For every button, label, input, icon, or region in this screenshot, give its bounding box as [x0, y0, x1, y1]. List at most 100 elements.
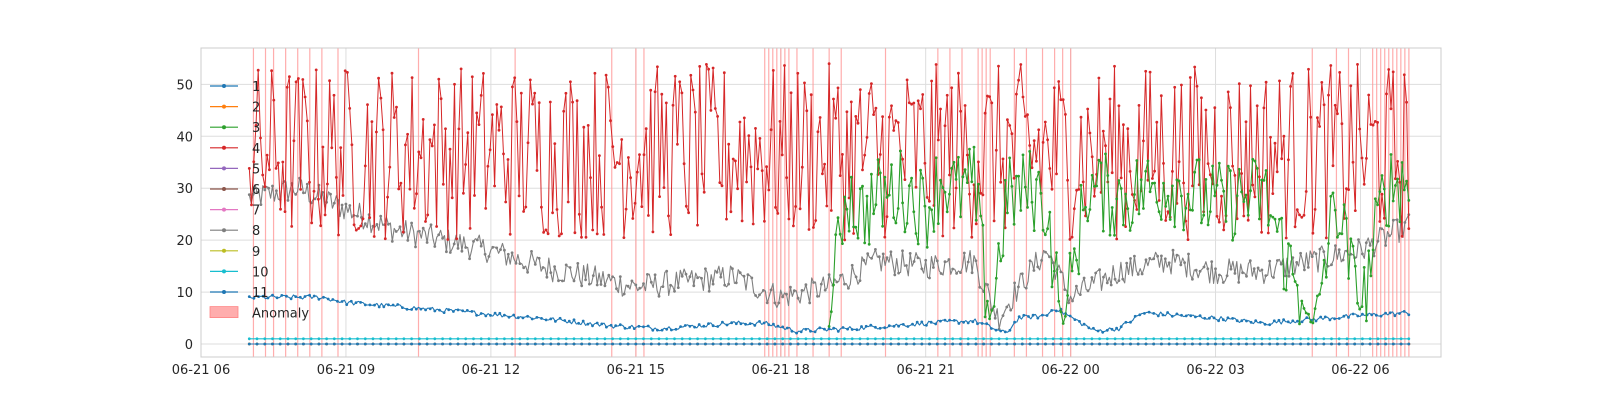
- series-point-10: [332, 337, 336, 341]
- series-point-8: [344, 202, 348, 206]
- series-point-4: [1353, 209, 1357, 213]
- series-point-11: [773, 342, 777, 346]
- anomaly-band: [961, 48, 963, 357]
- legend[interactable]: 1 2 3 4 5 6 7 8 9 10 11 Anomaly: [209, 80, 309, 322]
- series-point-8: [819, 282, 823, 286]
- series-point-8: [700, 276, 703, 280]
- series-point-10: [1098, 337, 1101, 341]
- series-point-10: [1237, 337, 1241, 341]
- series-point-8: [247, 193, 251, 197]
- series-point-1: [285, 294, 288, 298]
- series-point-10: [781, 337, 785, 341]
- legend-item-5[interactable]: 5: [210, 162, 260, 177]
- legend-item-3[interactable]: 3: [210, 121, 260, 136]
- series-point-3: [934, 156, 938, 160]
- legend-item-8[interactable]: 8: [210, 224, 260, 239]
- legend-item-9[interactable]: 9: [210, 245, 260, 260]
- series-point-1: [855, 328, 859, 332]
- series-point-3: [1135, 159, 1139, 162]
- series-point-4: [1360, 156, 1364, 160]
- series-point-11: [394, 342, 398, 346]
- series-point-10: [278, 337, 282, 341]
- series-point-1: [1300, 320, 1304, 324]
- legend-item-10[interactable]: 10: [210, 265, 269, 280]
- series-point-8: [468, 257, 471, 261]
- series-point-8: [1306, 266, 1310, 269]
- series-point-3: [1278, 217, 1281, 221]
- series-point-4: [334, 176, 338, 179]
- anomaly-band: [1392, 48, 1394, 357]
- y-tick-label: 50: [176, 78, 193, 93]
- legend-item-1[interactable]: 1: [210, 80, 260, 95]
- series-point-1: [637, 324, 641, 328]
- series-point-8: [1337, 248, 1341, 252]
- series-point-1: [503, 313, 506, 317]
- series-point-8: [731, 267, 734, 271]
- series-point-8: [1075, 284, 1078, 288]
- series-point-4: [667, 214, 670, 218]
- series-point-4: [718, 181, 722, 185]
- series-point-11: [1198, 342, 1202, 346]
- series-point-3: [1162, 181, 1165, 185]
- series-point-8: [893, 273, 897, 277]
- series-point-10: [1384, 337, 1387, 341]
- series-point-3: [1188, 208, 1192, 212]
- anomaly-band: [772, 48, 774, 357]
- legend-item-11[interactable]: 11: [210, 286, 269, 301]
- series-point-1: [1235, 319, 1239, 323]
- series-point-3: [1095, 184, 1098, 188]
- series-point-3: [1405, 179, 1408, 183]
- series-point-3: [1113, 233, 1116, 237]
- series-point-8: [1144, 258, 1148, 262]
- legend-item-7[interactable]: 7: [210, 204, 260, 219]
- series-point-11: [317, 342, 321, 346]
- legend-item-6[interactable]: 6: [210, 183, 260, 198]
- series-point-1: [308, 293, 311, 297]
- series-point-11: [1051, 342, 1055, 346]
- series-point-1: [744, 322, 747, 326]
- series-point-1: [642, 325, 645, 329]
- series-point-11: [371, 342, 375, 346]
- series-point-11: [340, 342, 344, 346]
- series-point-1: [581, 319, 585, 323]
- series-point-3: [1385, 224, 1388, 227]
- series-point-10: [1036, 337, 1040, 341]
- series-point-4: [796, 71, 800, 75]
- series-point-8: [607, 273, 611, 277]
- series-point-1: [688, 324, 692, 328]
- legend-item-4[interactable]: 4: [210, 142, 260, 157]
- series-point-8: [781, 295, 785, 299]
- series-point-3: [1139, 178, 1143, 182]
- series-point-3: [878, 171, 882, 175]
- series-point-11: [804, 342, 808, 346]
- series-point-8: [394, 230, 398, 233]
- series-point-8: [955, 272, 958, 275]
- series-point-4: [727, 142, 731, 146]
- series-point-1: [716, 325, 720, 328]
- series-point-4: [943, 124, 947, 128]
- series-point-4: [439, 97, 443, 101]
- series-point-8: [398, 225, 402, 229]
- series-point-10: [1276, 337, 1279, 341]
- series-point-1: [1245, 319, 1248, 323]
- legend-item-anomaly[interactable]: Anomaly: [209, 306, 309, 322]
- legend-item-2[interactable]: 2: [210, 101, 260, 116]
- series-point-4: [388, 165, 392, 169]
- series-point-4: [1032, 139, 1036, 143]
- series-point-8: [464, 246, 468, 249]
- series-point-1: [767, 323, 771, 327]
- series-point-4: [945, 93, 949, 97]
- series-point-4: [635, 170, 639, 174]
- anomaly-band: [1388, 48, 1390, 357]
- series-point-4: [1215, 214, 1219, 218]
- series-point-1: [1138, 313, 1142, 317]
- series-point-10: [503, 337, 506, 341]
- series-point-8: [935, 259, 939, 263]
- series-point-4: [647, 214, 650, 217]
- series-point-4: [486, 164, 490, 168]
- series-point-8: [912, 260, 916, 263]
- series-point-10: [881, 337, 885, 341]
- series-point-10: [1013, 337, 1016, 341]
- series-point-4: [604, 73, 608, 77]
- series-point-10: [425, 337, 429, 341]
